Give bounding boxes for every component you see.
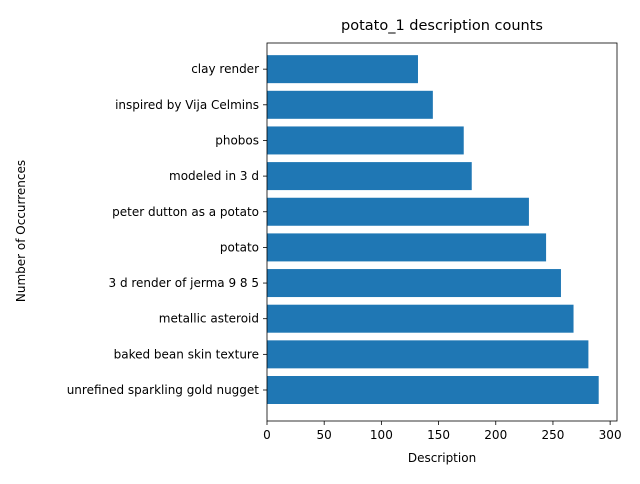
x-tick-label-1: 50	[317, 428, 332, 442]
bar-1	[267, 340, 589, 369]
plot-frame	[266, 42, 618, 422]
x-tick-labels: 0 50 100 150 200 250 300	[263, 421, 622, 442]
y-tick-label-4: potato	[220, 240, 259, 254]
y-tick-label-8: inspired by Vija Celmins	[115, 98, 259, 112]
bar-7	[267, 126, 464, 155]
y-tick-label-7: phobos	[215, 133, 259, 147]
y-tick-label-5: peter dutton as a potato	[112, 205, 259, 219]
x-axis-label: Description	[408, 451, 476, 465]
y-tick-label-0: unrefined sparkling gold nugget	[67, 383, 260, 397]
y-tick-label-6: modeled in 3 d	[169, 169, 259, 183]
x-tick-label-3: 150	[427, 428, 450, 442]
bar-6	[267, 162, 472, 191]
x-tick-label-5: 250	[541, 428, 564, 442]
y-tick-label-9: clay render	[191, 62, 259, 76]
bar-0	[267, 376, 599, 404]
x-tick-label-2: 100	[370, 428, 393, 442]
y-tick-label-3: 3 d render of jerma 9 8 5	[109, 276, 260, 290]
axes-frame	[266, 42, 618, 422]
bar-9	[267, 55, 418, 84]
y-tick-labels: unrefined sparkling gold nugget baked bea…	[67, 62, 267, 397]
x-tick-label-0: 0	[263, 428, 271, 442]
y-axis-label: Number of Occurrences	[14, 160, 28, 302]
bar-5	[267, 197, 529, 226]
x-tick-label-4: 200	[484, 428, 507, 442]
bar-4	[267, 233, 547, 262]
bars-group	[267, 55, 599, 404]
bar-2	[267, 304, 574, 333]
bar-8	[267, 90, 433, 119]
x-tick-label-6: 300	[599, 428, 622, 442]
y-tick-label-2: metallic asteroid	[159, 312, 259, 326]
bar-3	[267, 269, 561, 298]
chart-title: potato_1 description counts	[341, 18, 543, 34]
y-tick-label-1: baked bean skin texture	[114, 347, 259, 361]
